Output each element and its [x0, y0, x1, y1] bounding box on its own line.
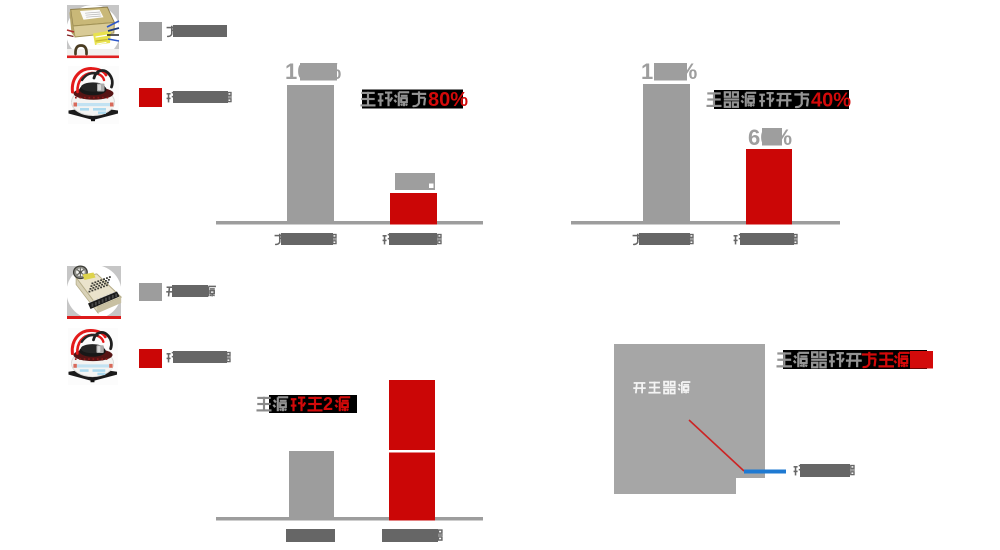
svg-text:2: 2: [323, 394, 333, 414]
svg-text:40%: 40%: [811, 90, 851, 112]
svg-text:80%: 80%: [428, 89, 468, 111]
